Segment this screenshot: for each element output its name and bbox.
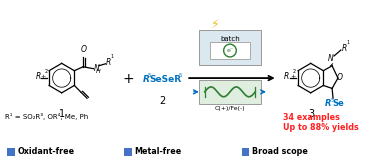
Text: R: R [106, 58, 111, 67]
FancyBboxPatch shape [209, 42, 250, 59]
Text: 2: 2 [293, 69, 296, 74]
Text: O: O [337, 73, 343, 82]
Text: Broad scope: Broad scope [253, 147, 308, 156]
Circle shape [224, 44, 236, 57]
Bar [242, 148, 249, 156]
Text: R: R [36, 72, 41, 81]
Text: 5: 5 [178, 73, 182, 78]
Text: 1: 1 [347, 40, 350, 45]
Text: Metal-free: Metal-free [135, 147, 182, 156]
Text: R: R [342, 44, 347, 53]
Text: e⁻: e⁻ [226, 48, 234, 53]
Bar [124, 148, 132, 156]
Text: N: N [328, 54, 334, 63]
Text: Up to 88% yields: Up to 88% yields [284, 123, 359, 132]
Text: H: H [96, 69, 101, 74]
Text: 2: 2 [45, 69, 48, 74]
Text: 1: 1 [110, 54, 113, 59]
Text: N: N [94, 64, 100, 73]
Text: +: + [123, 72, 135, 86]
FancyBboxPatch shape [199, 30, 260, 65]
Text: 1: 1 [59, 109, 65, 119]
Text: Oxidant-free: Oxidant-free [18, 147, 75, 156]
Bar [7, 148, 15, 156]
Text: ⚡: ⚡ [211, 17, 220, 31]
Text: C(+)/Fe(-): C(+)/Fe(-) [215, 106, 245, 111]
Text: 5: 5 [147, 73, 151, 78]
Text: 5: 5 [330, 98, 333, 103]
Text: O: O [81, 45, 87, 54]
Text: 2: 2 [159, 96, 165, 106]
Text: batch: batch [220, 36, 240, 42]
Text: SeSeR: SeSeR [149, 75, 181, 83]
Text: Se: Se [332, 99, 344, 108]
Text: +: + [40, 74, 46, 79]
Text: R: R [325, 99, 332, 108]
Text: +: + [290, 74, 295, 79]
Text: R: R [284, 72, 289, 81]
Text: R¹ = SO₂R³, OR⁴, Me, Ph: R¹ = SO₂R³, OR⁴, Me, Ph [5, 114, 88, 121]
Text: 34 examples: 34 examples [284, 114, 340, 123]
Text: 3: 3 [308, 109, 315, 119]
FancyBboxPatch shape [199, 80, 260, 104]
Text: R: R [143, 75, 149, 83]
